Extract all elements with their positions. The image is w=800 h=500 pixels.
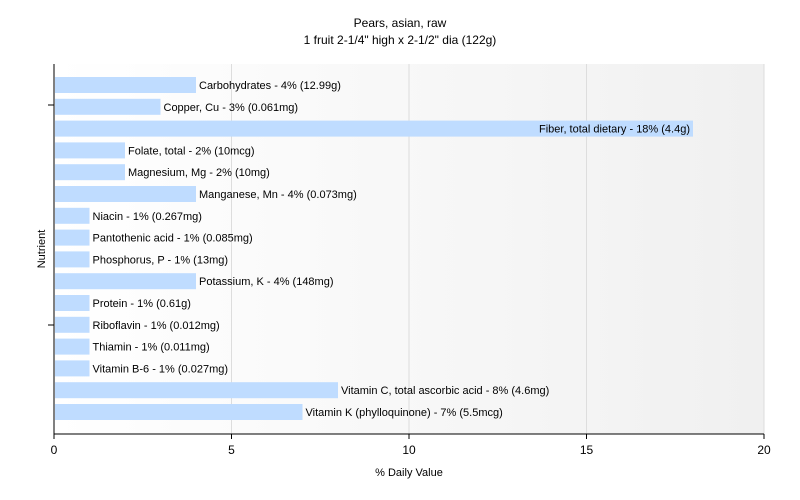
bar [55, 186, 196, 202]
bar [55, 360, 90, 377]
bar [55, 142, 125, 159]
bar-label: Magnesium, Mg - 2% (10mg) [128, 167, 270, 179]
x-tick-label: 10 [402, 443, 416, 457]
bar-label: Folate, total - 2% (10mcg) [128, 145, 255, 157]
bar-labels: Carbohydrates - 4% (12.99g) Copper, Cu - … [93, 80, 691, 419]
bar-label: Carbohydrates - 4% (12.99g) [199, 80, 341, 92]
bar [55, 164, 125, 181]
y-axis-label: Nutrient [36, 230, 48, 269]
x-tick-label: 5 [228, 443, 235, 457]
chart-title: Pears, asian, raw [354, 16, 447, 30]
bar [55, 295, 90, 311]
bar-label: Protein - 1% (0.61g) [93, 298, 191, 310]
x-tick-label: 20 [757, 443, 771, 457]
y-axis-ticks [48, 104, 54, 326]
bar-label: Potassium, K - 4% (148mg) [199, 276, 334, 288]
bar-label: Phosphorus, P - 1% (13mg) [93, 254, 229, 266]
x-tick-label: 15 [580, 443, 594, 457]
bar-label: Fiber, total dietary - 18% (4.4g) [539, 124, 690, 136]
bar [55, 382, 338, 399]
bar [55, 251, 90, 268]
bar [55, 316, 90, 333]
bar [55, 77, 196, 93]
bar [55, 404, 303, 420]
bar-label: Manganese, Mn - 4% (0.073mg) [199, 189, 357, 201]
bar [55, 120, 693, 137]
bar-label: Copper, Cu - 3% (0.061mg) [164, 102, 299, 114]
bar [55, 98, 161, 115]
bar-label: Pantothenic acid - 1% (0.085mg) [93, 233, 253, 245]
bar-label: Vitamin K (phylloquinone) - 7% (5.5mcg) [306, 407, 503, 419]
bar-label: Vitamin B-6 - 1% (0.027mg) [93, 363, 229, 375]
bar-label: Thiamin - 1% (0.011mg) [93, 342, 210, 354]
x-axis-ticks: 0 5 10 15 20 [51, 434, 771, 457]
bar-label: Riboflavin - 1% (0.012mg) [93, 320, 220, 332]
bar [55, 273, 196, 290]
bar-label: Vitamin C, total ascorbic acid - 8% (4.6… [341, 385, 549, 397]
bar-label: Niacin - 1% (0.267mg) [93, 211, 202, 223]
chart-subtitle: 1 fruit 2-1/4" high x 2-1/2" dia (122g) [304, 33, 497, 47]
x-tick-label: 0 [51, 443, 58, 457]
bars [55, 77, 693, 420]
bar [55, 229, 90, 246]
x-axis-label: % Daily Value [375, 467, 443, 479]
bar [55, 207, 90, 224]
bar [55, 338, 90, 355]
